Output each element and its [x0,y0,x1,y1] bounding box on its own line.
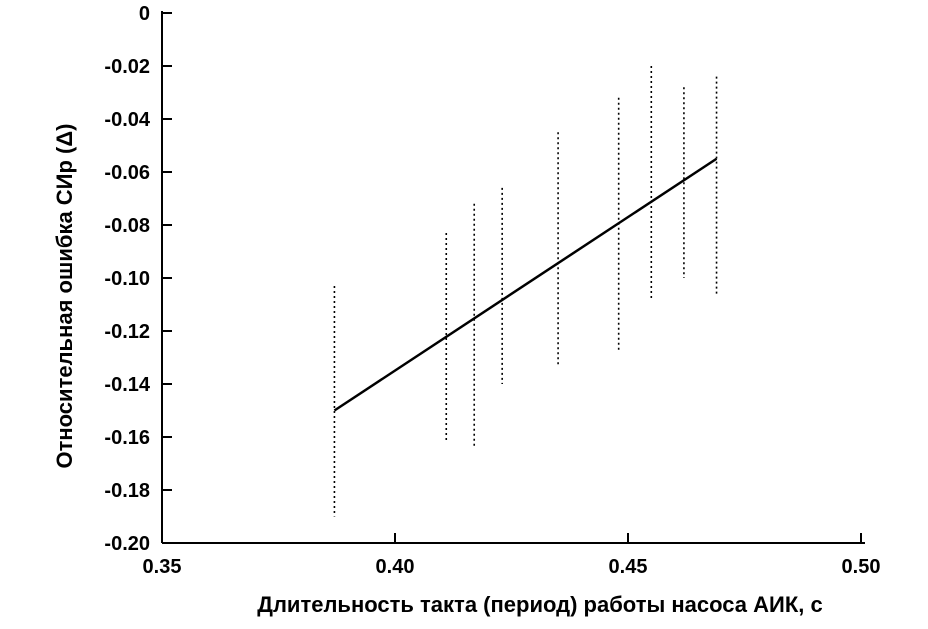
x-tick-label: 0.50 [842,556,881,578]
tick-marks [161,12,862,544]
tick-labels: 0 -0.02 -0.04 -0.06 -0.08 -0.10 -0.12 -0.14 -0.1… [104,3,880,578]
y-tick-label: -0.04 [104,109,150,131]
y-axis-title: Относительная ошибка СИр (Δ) [52,123,77,468]
axes [161,11,865,544]
scatter-columns [333,66,718,517]
y-tick-label: -0.12 [104,321,150,343]
x-tick-label: 0.45 [609,556,648,578]
y-tick-label: -0.02 [104,56,150,78]
y-tick-label: -0.14 [104,374,150,396]
x-tick-label: 0.40 [376,556,415,578]
y-tick-label: -0.18 [104,480,150,502]
y-tick-label: -0.10 [104,268,150,290]
x-tick-label: 0.35 [143,556,182,578]
regression-line-layer [333,157,718,412]
y-tick-label: -0.16 [104,427,150,449]
y-tick-label: -0.06 [104,162,150,184]
y-tick-label: -0.20 [104,533,150,555]
y-tick-label: 0 [139,3,150,25]
y-tick-label: -0.08 [104,215,150,237]
regression-line [333,157,718,412]
x-axis-title: Длительность такта (период) работы насос… [257,592,822,617]
